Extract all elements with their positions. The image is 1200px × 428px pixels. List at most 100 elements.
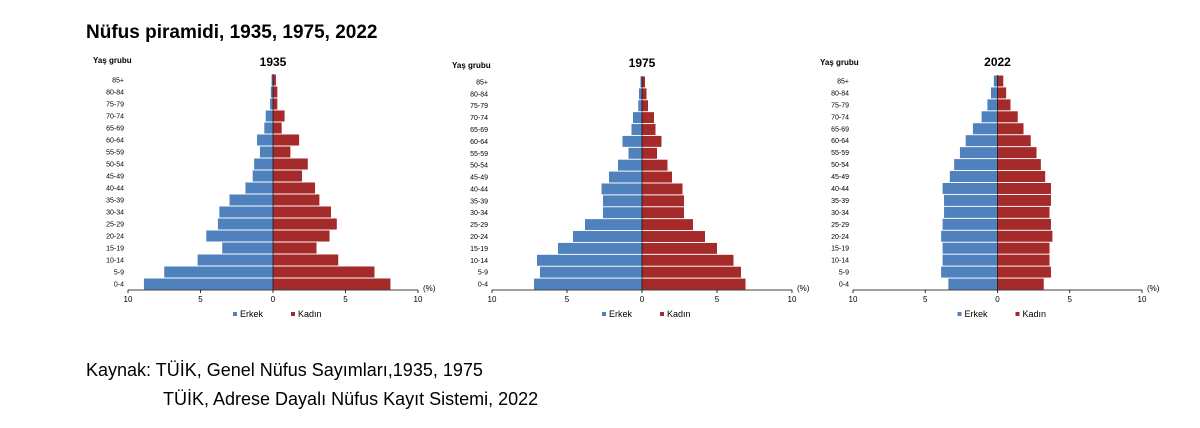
x-tick-label: 0 <box>995 295 1000 304</box>
age-label: 80-84 <box>106 90 124 97</box>
age-label: 20-24 <box>470 234 488 241</box>
age-label: 80-84 <box>470 91 488 98</box>
x-tick-label: 0 <box>640 295 645 304</box>
legend-swatch-male <box>957 312 962 316</box>
bar-male-80-84 <box>270 86 273 98</box>
bar-male-10-14 <box>197 254 273 266</box>
age-label: 65-69 <box>831 126 849 133</box>
bar-male-5-9 <box>164 266 273 278</box>
bar-male-45-49 <box>949 171 998 183</box>
bar-female-45-49 <box>642 171 672 183</box>
bar-female-55-59 <box>273 146 291 158</box>
bar-female-45-49 <box>997 171 1046 183</box>
age-label: 0-4 <box>114 282 124 289</box>
bar-male-60-64 <box>257 134 273 146</box>
x-tick-label: 10 <box>414 295 423 304</box>
bar-female-20-24 <box>642 231 705 242</box>
x-tick-label: 5 <box>715 295 720 304</box>
legend-swatch-female <box>1015 312 1020 316</box>
bar-female-40-44 <box>642 183 683 195</box>
bar-female-25-29 <box>273 218 337 230</box>
bar-male-85+ <box>271 74 273 86</box>
bar-female-60-64 <box>642 135 662 147</box>
bar-male-50-54 <box>254 158 273 170</box>
bar-male-20-24 <box>206 230 273 242</box>
x-unit-label: (%) <box>797 284 810 293</box>
bar-female-30-34 <box>642 207 684 219</box>
x-tick-label: 10 <box>849 295 858 304</box>
bar-female-50-54 <box>642 159 668 171</box>
bar-male-15-19 <box>558 242 642 254</box>
y-axis-label: Yaş grubu <box>820 58 859 67</box>
bar-male-55-59 <box>959 147 998 159</box>
age-label: 0-4 <box>839 282 849 289</box>
age-label: 10-14 <box>106 258 124 265</box>
source-line-1: Kaynak: TÜİK, Genel Nüfus Sayımları,1935… <box>86 360 483 380</box>
legend-male: Erkek <box>240 309 264 319</box>
bar-male-45-49 <box>252 170 273 182</box>
x-tick-label: 5 <box>923 295 928 304</box>
bar-male-65-69 <box>972 123 998 135</box>
x-tick-label: 5 <box>565 295 570 304</box>
legend-female: Kadın <box>298 309 322 319</box>
age-label: 5-9 <box>839 270 849 277</box>
legend-female: Kadın <box>1023 309 1047 319</box>
bar-female-30-34 <box>273 206 331 218</box>
x-tick-label: 0 <box>271 295 276 304</box>
age-label: 20-24 <box>106 234 124 241</box>
bar-female-5-9 <box>273 266 375 278</box>
x-tick-label: 10 <box>788 295 797 304</box>
bar-female-15-19 <box>997 242 1050 254</box>
age-label: 45-49 <box>106 174 124 181</box>
legend-female: Kadın <box>667 309 691 319</box>
age-label: 55-59 <box>470 151 488 158</box>
age-label: 30-34 <box>106 210 124 217</box>
age-label: 75-79 <box>470 103 488 110</box>
age-label: 50-54 <box>831 162 849 169</box>
bar-female-35-39 <box>642 195 684 207</box>
bar-male-35-39 <box>944 194 998 206</box>
age-label: 10-14 <box>831 258 849 265</box>
bar-female-65-69 <box>997 123 1024 135</box>
age-label: 35-39 <box>106 198 124 205</box>
bar-female-35-39 <box>273 194 320 206</box>
age-label: 15-19 <box>106 246 124 253</box>
bar-male-70-74 <box>981 111 998 123</box>
age-label: 55-59 <box>106 150 124 157</box>
y-axis-label: Yaş grubu <box>452 61 491 70</box>
age-label: 50-54 <box>106 162 124 169</box>
x-tick-label: 10 <box>124 295 133 304</box>
bar-male-60-64 <box>622 135 642 147</box>
bar-female-70-74 <box>642 112 654 124</box>
age-label: 85+ <box>112 78 124 85</box>
chart-title: 2022 <box>984 55 1011 69</box>
bar-female-50-54 <box>997 159 1041 171</box>
bar-female-5-9 <box>642 266 741 278</box>
age-label: 75-79 <box>106 102 124 109</box>
age-label: 15-19 <box>831 246 849 253</box>
age-label: 30-34 <box>470 210 488 217</box>
bar-female-60-64 <box>997 135 1031 147</box>
legend-swatch-female <box>660 312 664 316</box>
bar-female-70-74 <box>273 110 285 122</box>
bar-male-30-34 <box>219 206 273 218</box>
bar-male-60-64 <box>965 135 998 147</box>
legend-swatch-male <box>233 312 237 316</box>
source-line-2: TÜİK, Adrese Dayalı Nüfus Kayıt Sistemi,… <box>163 389 539 409</box>
bar-male-65-69 <box>264 122 273 134</box>
bar-female-15-19 <box>642 242 717 254</box>
bar-male-5-9 <box>540 266 642 278</box>
bar-female-10-14 <box>997 254 1050 266</box>
age-label: 55-59 <box>831 150 849 157</box>
bar-male-30-34 <box>603 207 642 219</box>
bar-male-0-4 <box>143 278 273 290</box>
bar-female-10-14 <box>642 254 734 266</box>
bar-female-0-4 <box>642 278 746 290</box>
age-label: 30-34 <box>831 210 849 217</box>
age-label: 40-44 <box>470 186 488 193</box>
age-label: 5-9 <box>114 270 124 277</box>
age-label: 35-39 <box>470 198 488 205</box>
bar-male-55-59 <box>628 147 642 159</box>
bar-female-85+ <box>997 75 1004 87</box>
age-label: 50-54 <box>470 163 488 170</box>
